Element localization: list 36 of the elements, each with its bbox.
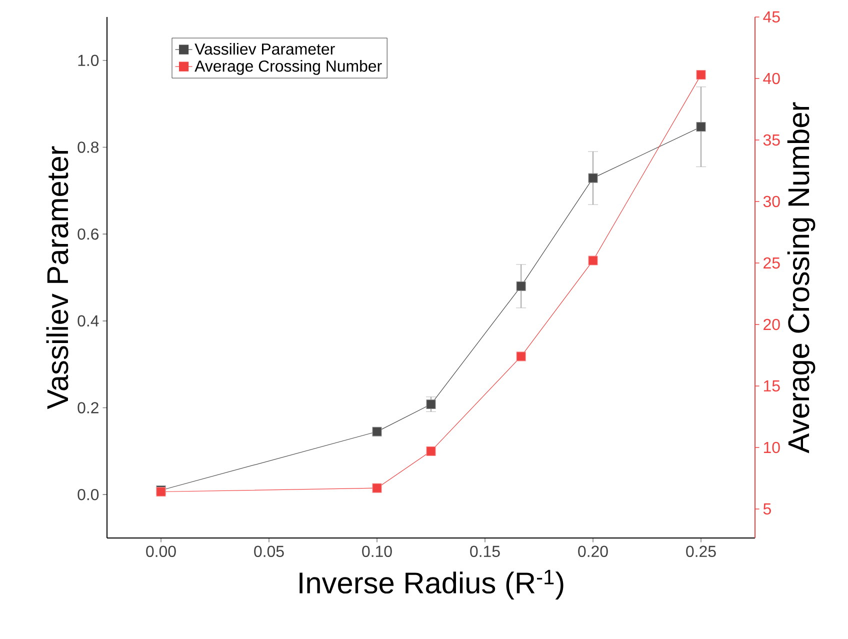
y2-tick-label: 5	[763, 503, 771, 515]
y2-tick-label: 35	[763, 134, 780, 146]
x-tick-label: 0.10	[362, 546, 392, 558]
y2-tick-label: 45	[763, 11, 780, 23]
y2-tick-label: 25	[764, 257, 780, 269]
y2-axis-title: Average Crossing Number	[787, 102, 816, 454]
x-tick-label: 0.05	[254, 546, 284, 558]
point	[372, 483, 382, 493]
x-tick-label: 0.00	[146, 546, 176, 558]
legend-label: Vassiliev Parameter	[194, 43, 335, 55]
point	[372, 426, 382, 436]
x-tick-label: 0.20	[578, 546, 608, 558]
y-tick-label: 0.0	[78, 488, 99, 500]
y-tick-label: 0.6	[78, 228, 99, 240]
point	[426, 446, 436, 456]
point	[696, 122, 706, 132]
y-tick-label: 1.0	[78, 54, 99, 66]
y-tick-label: 0.4	[78, 315, 99, 327]
point	[696, 70, 706, 80]
y2-tick-label: 40	[763, 72, 780, 84]
point	[426, 399, 436, 410]
x-tick-label: 0.25	[686, 546, 716, 558]
y-tick-label: 0.2	[78, 402, 98, 414]
y-axis-title: Vassiliev Parameter	[46, 146, 68, 410]
y2-tick-label: 15	[764, 380, 780, 392]
y2-tick-label: 10	[764, 442, 780, 454]
x-tick-label: 0.15	[470, 546, 500, 558]
legend-label: Average Crossing Number	[194, 60, 382, 75]
point	[588, 173, 598, 183]
point	[588, 256, 598, 266]
x-axis-title: Inverse Radius (R$^{-1}$)	[300, 570, 564, 600]
y-tick-label: 0.8	[78, 142, 99, 153]
y2-tick-label: 30	[763, 196, 780, 208]
point	[516, 352, 526, 362]
y2-tick-label: 20	[764, 318, 780, 330]
point	[516, 281, 526, 291]
